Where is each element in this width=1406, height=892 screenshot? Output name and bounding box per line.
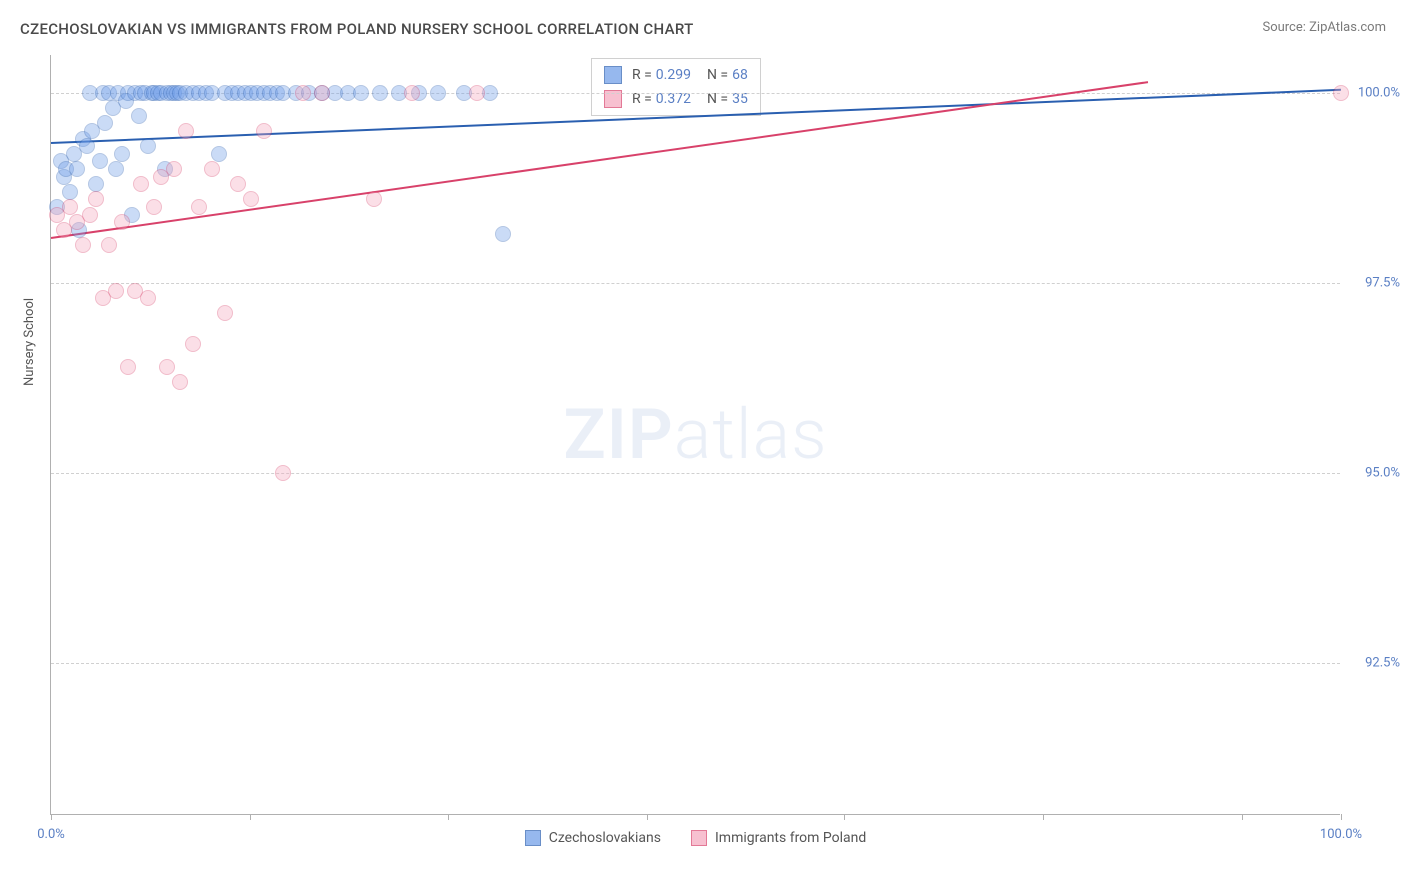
data-point [140,138,156,154]
x-tick-label: 100.0% [1320,827,1362,842]
legend-swatch [525,830,541,846]
data-point [430,85,446,101]
data-point [217,305,233,321]
data-point [88,176,104,192]
data-point [469,85,485,101]
data-point [353,85,369,101]
stats-n-label: N = [707,67,728,83]
data-point [159,359,175,375]
x-tick [844,814,845,820]
data-point [404,85,420,101]
data-point [230,176,246,192]
x-tick [448,814,449,820]
data-point [275,465,291,481]
data-point [114,214,130,230]
stats-row: R = 0.299 N = 68 [592,63,760,87]
data-point [1333,85,1349,101]
source-label: Source: ZipAtlas.com [1262,20,1386,35]
stats-row: R = 0.372N = 35 [592,87,760,111]
stats-n-value: 68 [732,67,748,83]
data-point [314,85,330,101]
data-point [191,199,207,215]
x-tick [1242,814,1243,820]
data-point [108,283,124,299]
legend-label: Czechoslovakians [549,830,661,846]
data-point [101,237,117,253]
y-tick-label: 100.0% [1345,86,1400,101]
legend-swatch [691,830,707,846]
data-point [178,123,194,139]
grid-line [51,473,1340,474]
watermark-light: atlas [674,394,828,476]
y-tick-label: 95.0% [1345,466,1400,481]
y-tick-label: 92.5% [1345,656,1400,671]
x-tick [250,814,251,820]
stats-swatch [604,66,622,84]
data-point [140,290,156,306]
data-point [185,336,201,352]
data-point [243,191,259,207]
data-point [69,161,85,177]
data-point [62,199,78,215]
data-point [172,374,188,390]
chart-plot-area: ZIPatlas R = 0.299N = 68R = 0.372N = 35 … [50,55,1340,815]
data-point [92,153,108,169]
source-name: ZipAtlas.com [1309,20,1386,35]
chart-title: CZECHOSLOVAKIAN VS IMMIGRANTS FROM POLAN… [20,20,694,38]
stats-r-label: R = [632,67,652,83]
legend-item: Immigrants from Poland [691,830,866,846]
stats-r-value: 0.299 [656,67,691,83]
data-point [133,176,149,192]
x-tick [1043,814,1044,820]
data-point [131,108,147,124]
data-point [204,161,220,177]
data-point [295,85,311,101]
legend-item: Czechoslovakians [525,830,661,846]
data-point [120,359,136,375]
source-prefix: Source: [1262,20,1309,35]
y-axis-label: Nursery School [22,298,37,386]
data-point [82,207,98,223]
bottom-legend: Czechoslovakians Immigrants from Poland [51,830,1340,846]
data-point [88,191,104,207]
data-point [62,184,78,200]
data-point [75,237,91,253]
data-point [79,138,95,154]
data-point [366,191,382,207]
data-point [256,123,272,139]
stats-box: R = 0.299 N = 68 R = 0.372N = 35 [591,58,761,116]
data-point [114,146,130,162]
data-point [372,85,388,101]
x-tick [1341,814,1342,820]
data-point [166,161,182,177]
grid-line [51,283,1340,284]
watermark-bold: ZIP [563,394,673,476]
x-tick [647,814,648,820]
grid-line [51,663,1340,664]
data-point [495,226,511,242]
data-point [211,146,227,162]
data-point [108,161,124,177]
watermark: ZIPatlas [563,394,827,476]
legend-label: Immigrants from Poland [715,830,866,846]
y-tick-label: 97.5% [1345,276,1400,291]
data-point [97,115,113,131]
x-tick-label: 0.0% [37,827,65,842]
data-point [146,199,162,215]
x-tick [51,814,52,820]
